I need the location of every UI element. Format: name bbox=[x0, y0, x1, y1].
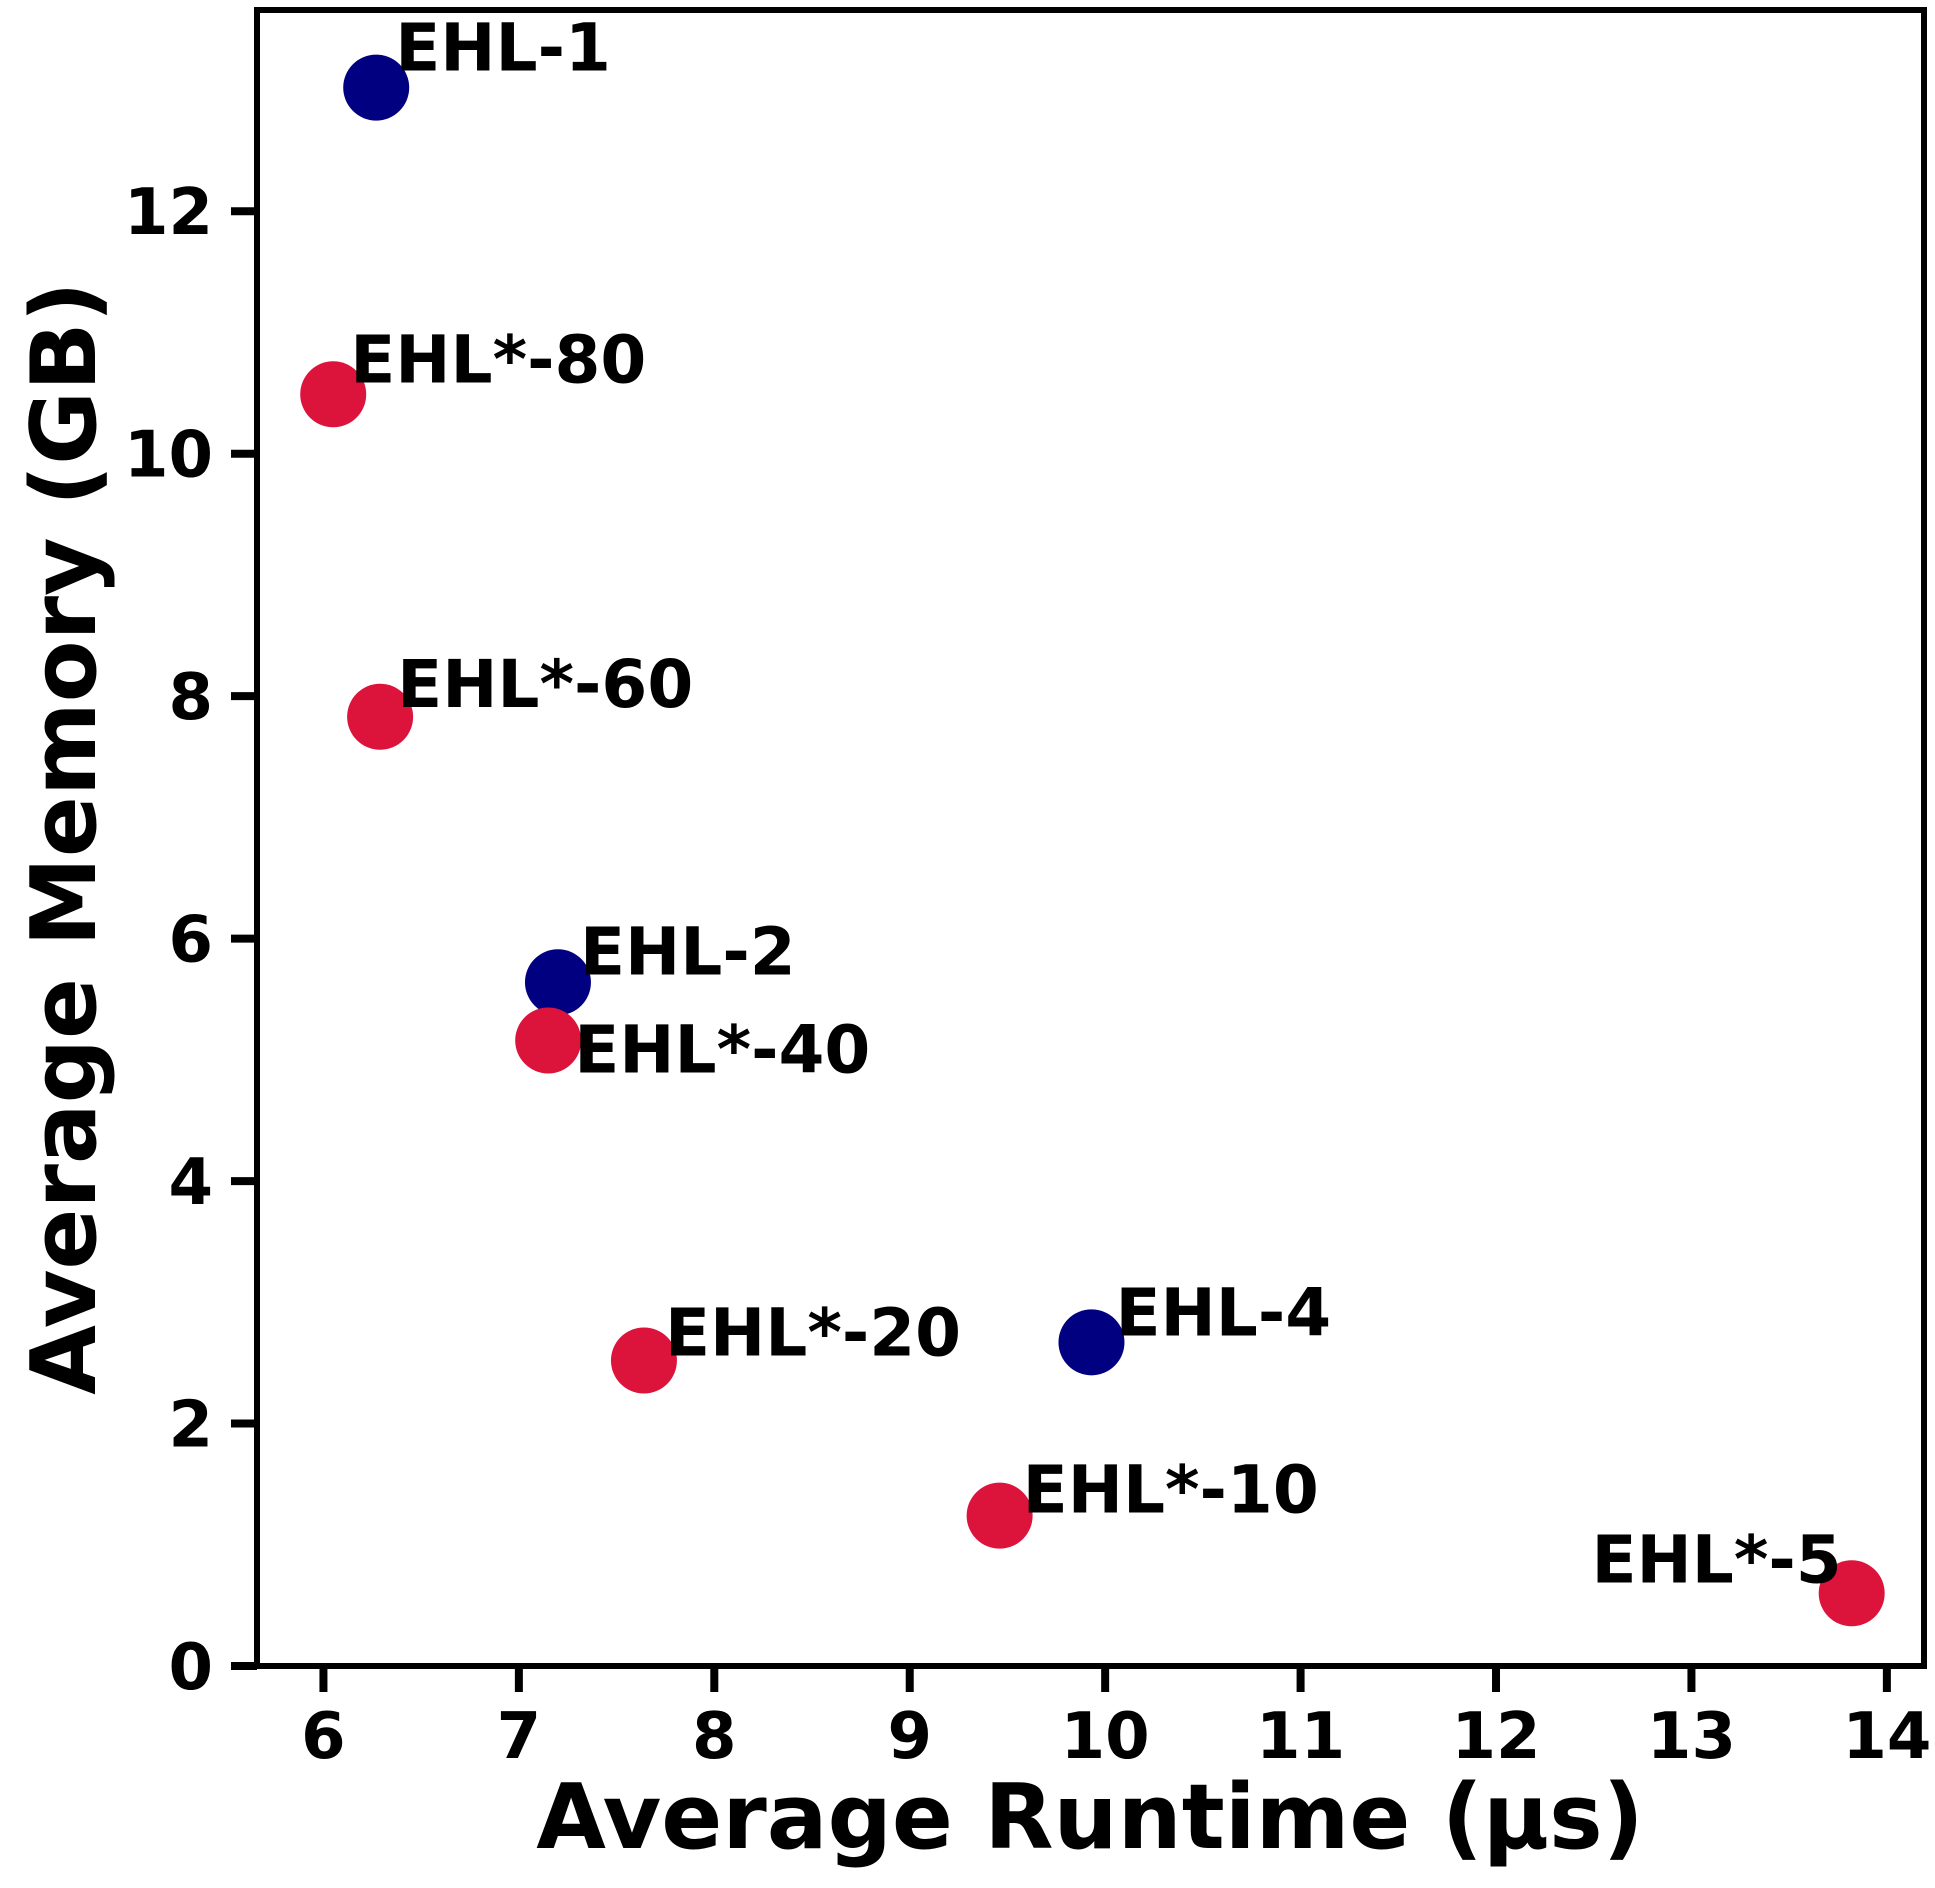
data-point-label: EHL*-10 bbox=[1023, 1452, 1319, 1529]
y-axis-title: Average Memory (GB) bbox=[12, 281, 117, 1394]
y-tick-label: 6 bbox=[168, 904, 213, 978]
data-point-label: EHL*-20 bbox=[665, 1295, 961, 1372]
x-tick-label: 13 bbox=[1647, 1700, 1736, 1774]
data-point-ehlstar-60 bbox=[347, 683, 414, 750]
data-point-label: EHL*-80 bbox=[350, 321, 646, 398]
x-tick-label: 9 bbox=[887, 1700, 932, 1774]
y-tick-label: 12 bbox=[124, 176, 213, 250]
data-point-ehl-1 bbox=[343, 54, 410, 121]
y-tick-label: 4 bbox=[168, 1146, 213, 1220]
data-point-ehl-2 bbox=[524, 949, 591, 1016]
data-point-label: EHL*-5 bbox=[1591, 1521, 1841, 1598]
data-point-label: EHL-4 bbox=[1115, 1274, 1331, 1351]
data-point-ehlstar-5 bbox=[1818, 1560, 1885, 1627]
x-axis-title: Average Runtime (μs) bbox=[536, 1765, 1644, 1870]
y-tick-label: 10 bbox=[124, 419, 213, 493]
data-point-ehlstar-10 bbox=[966, 1482, 1033, 1549]
data-point-label: EHL*-60 bbox=[397, 646, 693, 723]
data-point-ehlstar-80 bbox=[300, 361, 367, 428]
y-tick-label: 2 bbox=[168, 1389, 213, 1463]
data-point-ehl-4 bbox=[1058, 1309, 1125, 1376]
x-tick-label: 10 bbox=[1061, 1700, 1150, 1774]
data-point-label: EHL*-40 bbox=[574, 1011, 870, 1088]
x-tick-label: 8 bbox=[692, 1700, 737, 1774]
y-tick-label: 8 bbox=[168, 661, 213, 735]
data-point-ehlstar-40 bbox=[515, 1007, 582, 1074]
x-tick-label: 11 bbox=[1256, 1700, 1345, 1774]
plot-frame bbox=[254, 7, 1927, 1669]
x-tick-label: 6 bbox=[301, 1700, 346, 1774]
data-point-label: EHL-1 bbox=[395, 10, 611, 87]
data-point-ehlstar-20 bbox=[610, 1327, 677, 1394]
x-tick-label: 14 bbox=[1842, 1700, 1931, 1774]
x-tick-label: 7 bbox=[497, 1700, 542, 1774]
data-points: EHL-1 EHL*-80 EHL*-60 EHL-2 EHL*-40 EHL*-20 EH… bbox=[300, 10, 1885, 1627]
x-tick-label: 12 bbox=[1451, 1700, 1540, 1774]
y-tick-label: 0 bbox=[168, 1631, 213, 1705]
data-point-label: EHL-2 bbox=[580, 913, 796, 990]
axis-ticks: 6 7 8 9 10 11 12 13 14 0 2 4 6 8 10 12 bbox=[124, 176, 1931, 1774]
